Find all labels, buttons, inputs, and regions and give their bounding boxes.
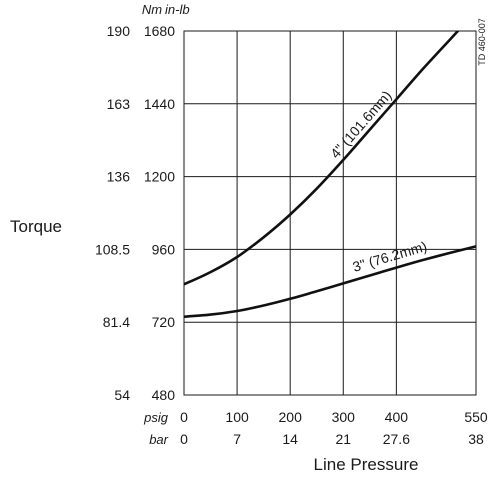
y-tick-label-nm: 163 — [107, 96, 131, 112]
x-tick-label-psig: 550 — [464, 409, 488, 425]
y-unit-primary: Nm — [142, 2, 162, 17]
x-tick-label-psig: 400 — [385, 409, 409, 425]
y-tick-label-inlb: 1440 — [144, 96, 175, 112]
series-line-2 — [184, 245, 476, 318]
x-tick-label-bar: 7 — [233, 431, 241, 447]
y-tick-label-inlb: 720 — [152, 314, 176, 330]
series-label-1: 4" (101.6mm) — [327, 87, 395, 161]
y-tick-label-nm: 108.5 — [95, 241, 130, 257]
y-unit-secondary: in-lb — [165, 2, 190, 17]
x-tick-label-bar: 21 — [335, 431, 351, 447]
x-tick-label-bar: 27.6 — [383, 431, 410, 447]
y-tick-label-inlb: 1680 — [144, 23, 175, 39]
y-tick-label-inlb: 1200 — [144, 169, 175, 185]
y-axis-title: Torque — [10, 217, 62, 236]
y-tick-label-nm: 81.4 — [103, 314, 130, 330]
x-tick-label-bar: 0 — [180, 431, 188, 447]
x-tick-label-bar: 14 — [282, 431, 298, 447]
x-tick-label-psig: 0 — [180, 409, 188, 425]
x-tick-label-psig: 300 — [332, 409, 356, 425]
x-unit-primary: psig — [143, 410, 169, 425]
plot-frame — [183, 30, 477, 396]
series-line-1 — [184, 31, 460, 286]
x-tick-label-psig: 200 — [279, 409, 303, 425]
tick-labels: 54 480 81.4 720 108.5 960 136 1200 163 1440 190 168… — [95, 23, 488, 447]
x-tick-label-psig: 100 — [225, 409, 249, 425]
y-tick-label-nm: 136 — [107, 169, 131, 185]
document-id: TD 460-007 — [477, 18, 487, 66]
y-tick-label-inlb: 480 — [152, 387, 176, 403]
y-tick-label-nm: 190 — [107, 23, 131, 39]
series-curves: 4" (101.6mm)3" (76.2mm) — [184, 31, 476, 318]
x-axis-title: Line Pressure — [314, 455, 419, 474]
grid-lines — [183, 30, 477, 396]
y-tick-label-inlb: 960 — [152, 241, 176, 257]
x-unit-secondary: bar — [149, 432, 168, 447]
y-tick-label-nm: 54 — [114, 387, 130, 403]
x-tick-label-bar: 38 — [468, 431, 484, 447]
